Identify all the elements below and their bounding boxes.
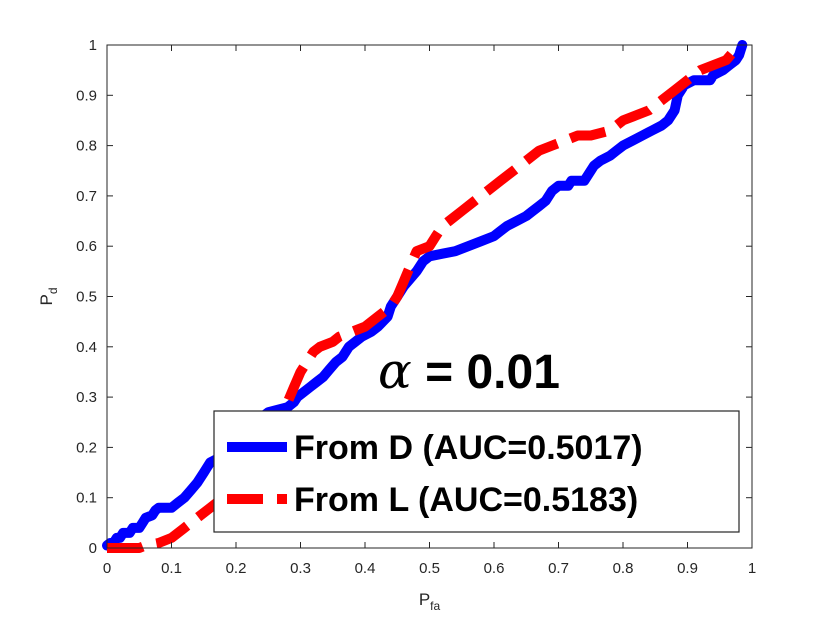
x-tick-label: 0.4 <box>355 560 376 577</box>
y-tick-label: 0.6 <box>76 238 97 255</box>
y-axis-label-sub: d <box>46 287 60 294</box>
x-axis-label: Pfa <box>419 590 441 613</box>
y-tick-label: 0.7 <box>76 188 97 205</box>
alpha-symbol: α <box>378 342 412 400</box>
y-tick-label: 0.4 <box>76 339 97 356</box>
legend-box <box>213 410 740 533</box>
x-tick-label: 0.5 <box>419 560 440 577</box>
y-tick-label: 0.9 <box>76 87 97 104</box>
x-tick-label: 0.6 <box>484 560 505 577</box>
x-tick-label: 1 <box>748 560 756 577</box>
x-tick-labels: 0 0.1 0.2 0.3 0.4 0.5 0.6 0.7 0.8 0.9 1 <box>103 560 756 577</box>
axes-layer <box>106 44 753 549</box>
y-tick-label: 0.5 <box>76 289 97 306</box>
legend-label-from-l: From L (AUC=0.5183) <box>294 481 638 519</box>
x-tick-label: 0 <box>103 560 111 577</box>
y-tick-label: 0.8 <box>76 138 97 155</box>
legend: From D (AUC=0.5017) From L (AUC=0.5183) <box>213 410 740 533</box>
y-tick-label: 0.2 <box>76 439 97 456</box>
y-tick-label: 0 <box>89 540 97 557</box>
y-tick-label: 1 <box>89 37 97 54</box>
x-axis-label-sub: fa <box>430 599 440 613</box>
y-tick-label: 0.3 <box>76 389 97 406</box>
y-axis-label: Pd <box>37 287 60 305</box>
series-line-from-d <box>102 40 748 551</box>
x-tick-label: 0.8 <box>613 560 634 577</box>
alpha-value: = 0.01 <box>412 346 560 399</box>
x-tick-label: 0.2 <box>226 560 247 577</box>
y-tick-label: 0.1 <box>76 490 97 507</box>
x-tick-label: 0.3 <box>290 560 311 577</box>
x-axis-label-main: P <box>419 590 430 609</box>
x-tick-label: 0.9 <box>677 560 698 577</box>
x-tick-label: 0.7 <box>548 560 569 577</box>
y-axis-label-main: P <box>37 294 56 305</box>
x-tick-label: 0.1 <box>161 560 182 577</box>
alpha-annotation: α = 0.01 <box>378 342 560 400</box>
y-tick-labels: 0 0.1 0.2 0.3 0.4 0.5 0.6 0.7 0.8 0.9 1 <box>76 37 97 557</box>
legend-label-from-d: From D (AUC=0.5017) <box>294 429 643 467</box>
